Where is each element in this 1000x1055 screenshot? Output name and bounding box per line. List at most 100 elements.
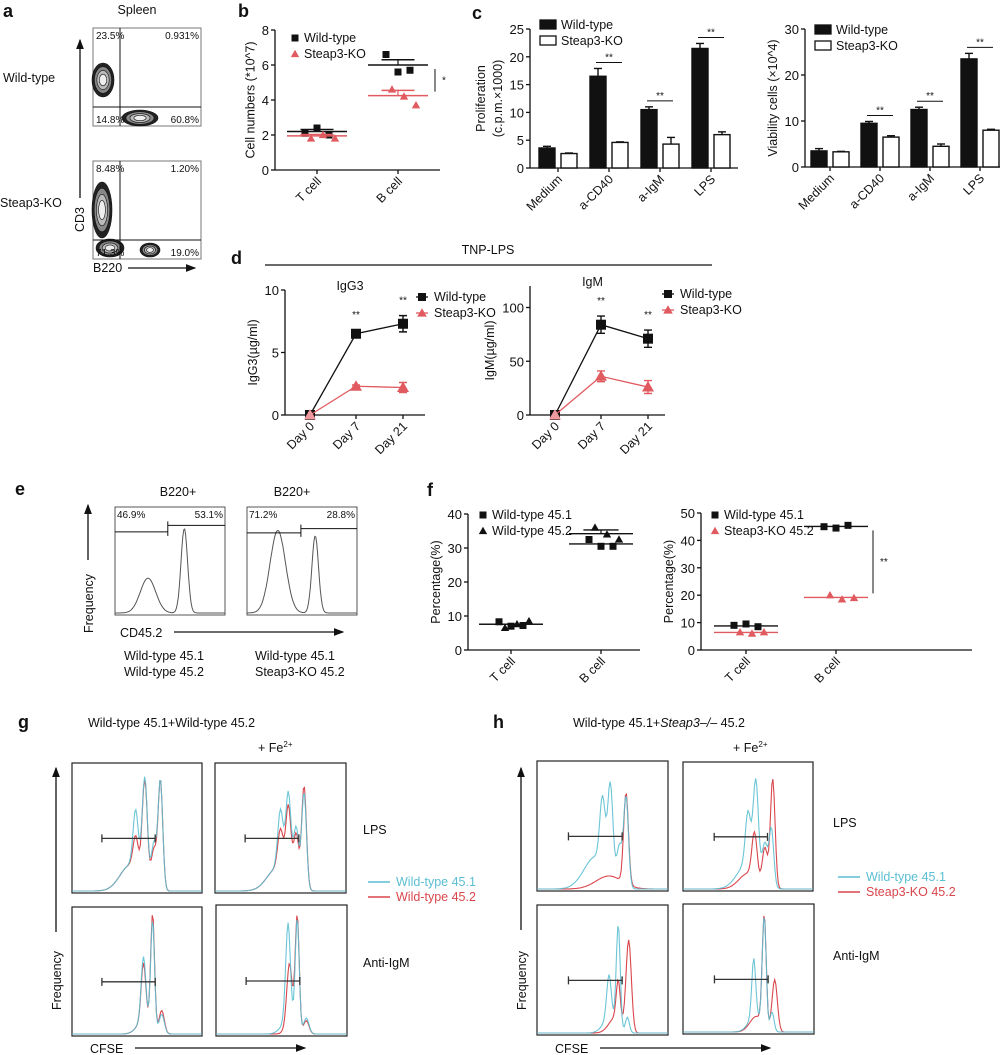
histogram-curve-wt	[683, 917, 814, 1033]
y-axis-label: IgG3(µg/ml)	[246, 319, 260, 385]
y-tick-label: 5	[272, 346, 279, 361]
gate-marker	[247, 524, 357, 537]
data-point	[495, 618, 503, 626]
row-label-lps: LPS	[363, 823, 387, 837]
data-point	[643, 333, 653, 344]
data-point	[519, 622, 527, 630]
data-point	[837, 595, 847, 603]
bar	[560, 152, 578, 169]
legend-label: Wild-type	[680, 287, 732, 301]
y-axis-label: (c.p.m.×1000)	[491, 60, 505, 137]
plot-frame	[682, 903, 815, 1035]
gate-percent: 28.8%	[327, 510, 355, 521]
y-tick-label: 4	[262, 93, 269, 108]
data-point	[549, 409, 561, 420]
bar	[882, 136, 900, 168]
y-tick-label: 0	[455, 643, 462, 658]
y-tick-label: 30	[785, 22, 799, 37]
histogram-title: B220+	[160, 485, 197, 499]
y-tick-label: 10	[681, 616, 695, 631]
data-point	[394, 68, 402, 76]
legend-marker	[664, 290, 672, 298]
x-tick-label: Medium	[524, 172, 565, 213]
quadrant-percent: 19.0%	[171, 248, 199, 259]
y-tick-label: 20	[681, 588, 695, 603]
histogram-curve-wt	[215, 790, 346, 892]
significance-label: **	[352, 310, 360, 321]
contour	[104, 244, 116, 252]
x-tick-label: LPS	[692, 172, 719, 199]
cfse-histogram	[215, 904, 348, 1037]
data-point	[398, 318, 408, 329]
bar	[713, 133, 731, 169]
x-tick-label: T cell	[722, 654, 753, 685]
significance-label: *	[442, 75, 446, 86]
data-point	[590, 523, 600, 531]
histogram-curve-wt	[537, 925, 668, 1034]
data-point	[754, 623, 762, 631]
gate-percent: 46.9%	[117, 510, 145, 521]
legend-marker	[479, 511, 487, 519]
data-point	[406, 66, 414, 74]
y-tick-label: 20	[510, 50, 524, 65]
legend-label: Wild-type	[561, 18, 613, 32]
significance-label: **	[399, 296, 407, 307]
data-point	[596, 319, 606, 330]
y-tick-label: 40	[448, 507, 462, 522]
data-point	[759, 627, 769, 636]
y-tick-label: 0	[688, 643, 695, 658]
legend-label: Steap3-KO 45.2	[866, 885, 956, 899]
legend-label: Steap3-KO	[434, 306, 496, 320]
data-point	[382, 51, 390, 58]
legend-label: Wild-type 45.1	[866, 870, 946, 884]
chart-d1: 0 5 10 Day 0 Day 7 Day 21 IgG3(µg/ml) IgG3 Wild-…	[246, 279, 496, 457]
x-tick-label: a-CD40	[847, 171, 887, 211]
data-point	[742, 620, 750, 628]
histogram-curve	[247, 529, 357, 614]
y-tick-label: 0	[517, 408, 524, 423]
y-tick-label: 8	[262, 23, 269, 38]
bar	[662, 143, 680, 169]
y-tick-label: 2	[262, 128, 269, 143]
panel-label: h	[493, 712, 504, 732]
cfse-histogram	[682, 761, 814, 892]
significance-label: **	[926, 91, 934, 102]
contour	[98, 73, 108, 87]
y-axis-label: Frequency	[50, 950, 64, 1010]
legend-marker	[478, 526, 488, 535]
histogram: 46.9% 53.1%	[114, 506, 226, 616]
cfse-histogram	[682, 903, 815, 1035]
y-tick-label: 25	[510, 22, 524, 37]
legend-swatch	[539, 35, 557, 46]
data-point	[397, 381, 409, 392]
plot-frame	[536, 760, 669, 892]
panel-label: e	[15, 479, 25, 499]
legend-marker	[418, 293, 426, 301]
bar	[538, 147, 556, 169]
y-tick-label: 0	[272, 408, 279, 423]
quadrant-percent: 8.48%	[96, 164, 124, 175]
y-tick-label: 50	[681, 506, 695, 521]
significance-label: **	[656, 91, 664, 102]
panel-label-d: d	[231, 248, 242, 268]
y-tick-label: 20	[785, 68, 799, 83]
gate-marker	[567, 976, 623, 985]
legend-swatch	[539, 19, 557, 30]
data-point	[330, 134, 340, 142]
y-axis-label: Viability cells (×10^4)	[766, 39, 780, 156]
data-point	[825, 591, 835, 599]
contour	[146, 247, 154, 253]
data-point	[832, 524, 840, 532]
caption: Wild-type 45.2	[124, 665, 204, 679]
quadrant-percent: 1.20%	[171, 164, 199, 175]
y-tick-label: 10	[785, 114, 799, 129]
bar	[860, 122, 878, 168]
x-tick-label: Day 7	[330, 419, 363, 452]
plot-frame	[246, 506, 358, 616]
legend-label: Wild-type 45.2	[492, 524, 572, 538]
legend-marker	[291, 34, 299, 42]
quadrant-percent: 0.931%	[165, 31, 199, 42]
quadrant-percent: 60.8%	[171, 115, 199, 126]
chart-f1: 0 10 20 30 40 T cell B cell Percentage(%) Wild-t…	[429, 507, 640, 686]
